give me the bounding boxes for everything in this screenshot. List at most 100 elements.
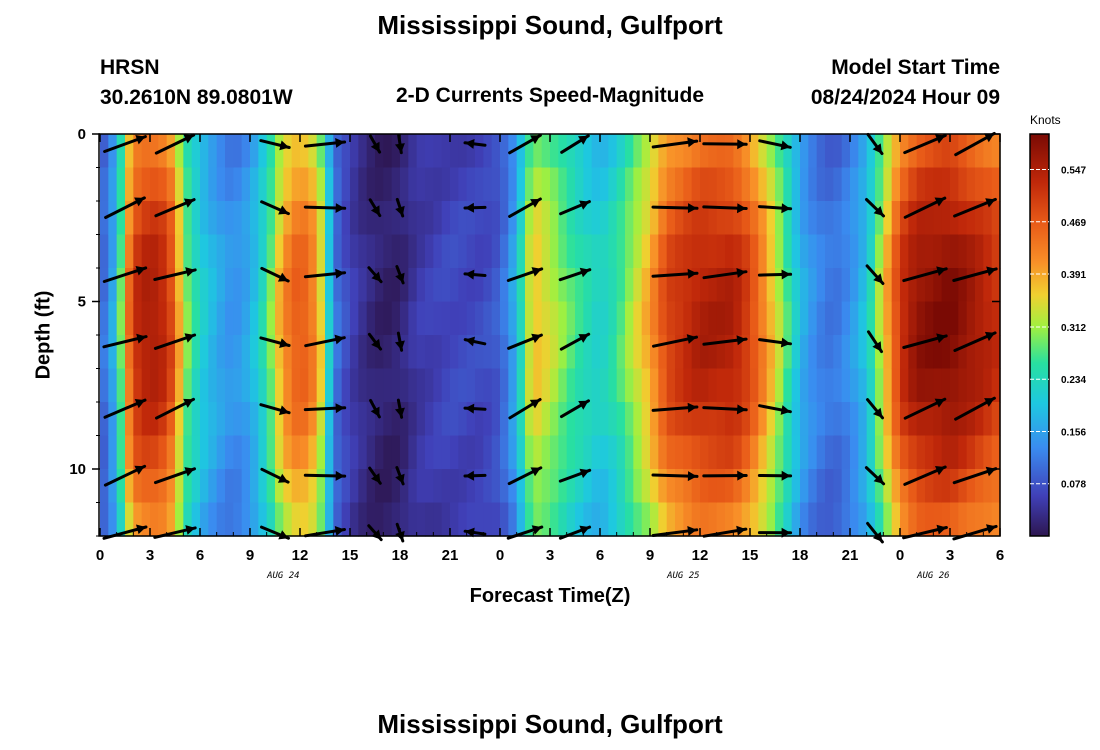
heatmap-cell (608, 335, 618, 370)
heatmap-cell (366, 134, 376, 169)
heatmap-cell (366, 301, 376, 336)
heatmap-cell (150, 167, 159, 202)
heatmap-cell (166, 469, 176, 504)
heatmap-cell (666, 201, 676, 236)
heatmap-cell (316, 502, 326, 537)
heatmap-cell (925, 335, 934, 370)
heatmap-cell (950, 368, 959, 403)
heatmap-cell (858, 301, 868, 336)
heatmap-cell (208, 368, 218, 403)
heatmap-cell (233, 469, 243, 504)
heatmap-cell (666, 402, 676, 437)
heatmap-cell (333, 435, 343, 470)
heatmap-cell (241, 167, 251, 202)
heatmap-cell (550, 268, 559, 303)
heatmap-cell (966, 335, 976, 370)
x-tick-label: 9 (646, 547, 654, 564)
heatmap-cell (908, 368, 918, 403)
heatmap-cell (275, 234, 284, 269)
heatmap-cell (333, 167, 343, 202)
heatmap-cell (891, 301, 901, 336)
heatmap-cell (341, 301, 351, 336)
heatmap-cell (833, 201, 843, 236)
heatmap-cell (533, 167, 543, 202)
heatmap-cell (325, 268, 334, 303)
heatmap-cell (783, 402, 793, 437)
heatmap-cell (450, 301, 459, 336)
heatmap-cell (350, 301, 359, 336)
heatmap-cell (341, 134, 351, 169)
heatmap-cell (441, 368, 451, 403)
heatmap-cell (600, 368, 609, 403)
heatmap-cell (900, 335, 909, 370)
heatmap-cell (508, 469, 518, 504)
heatmap-cell (791, 402, 801, 437)
heatmap-cell (766, 301, 776, 336)
heatmap-cell (866, 134, 876, 169)
heatmap-cell (308, 134, 318, 169)
heatmap-cell (325, 301, 334, 336)
heatmap-cell (441, 435, 451, 470)
heatmap-cell (116, 469, 126, 504)
heatmap-cell (641, 234, 651, 269)
heatmap-cell (641, 435, 651, 470)
current-vector-arrow (103, 398, 147, 419)
heatmap-cell (225, 134, 234, 169)
heatmap-cell (191, 201, 201, 236)
heatmap-cell (925, 234, 934, 269)
heatmap-cell (358, 435, 368, 470)
current-vector-arrow (952, 524, 998, 541)
heatmap-cell (666, 502, 676, 537)
model-start-label: Model Start Time (831, 56, 1000, 79)
current-vector-arrow (954, 131, 996, 157)
heatmap-cell (775, 469, 784, 504)
current-vector-arrow (303, 203, 347, 213)
axes: 0 3 6 9 12 15 18 21 0 3 6 9 12 15 18 21 0 3 6 0 5 10 AUG 24 AUG… (69, 126, 1004, 581)
heatmap-cell (375, 402, 384, 437)
heatmap-cell (291, 268, 301, 303)
heatmap-cell (916, 268, 926, 303)
heatmap-cell (183, 134, 193, 169)
heatmap-cell (925, 134, 934, 169)
heatmap-cell (633, 335, 643, 370)
heatmap-cell (466, 335, 476, 370)
heatmap-cell (791, 368, 801, 403)
heatmap-cell (258, 502, 268, 537)
heatmap-cell (600, 335, 609, 370)
heatmap-cell (533, 402, 543, 437)
heatmap-cell (466, 435, 476, 470)
heatmap-cell (733, 335, 743, 370)
heatmap-cell (358, 134, 368, 169)
heatmap-cell (675, 268, 684, 303)
heatmap-cell (358, 335, 368, 370)
heatmap-cell (141, 167, 151, 202)
heatmap-cell (433, 167, 443, 202)
heatmap-cell (758, 368, 768, 403)
heatmap-cell (700, 402, 709, 437)
heatmap-cell (625, 201, 634, 236)
heatmap-cell (583, 469, 593, 504)
heatmap-cell (750, 435, 759, 470)
heatmap-cell (500, 167, 509, 202)
heatmap-cell (341, 234, 351, 269)
heatmap-cell (283, 201, 293, 236)
heatmap-cell (891, 268, 901, 303)
heatmap-cell (600, 502, 609, 537)
heatmap-cell (975, 268, 984, 303)
current-vector-arrow (953, 197, 997, 218)
heatmap-cell (375, 301, 384, 336)
heatmap-cell (383, 167, 393, 202)
heatmap-cell (675, 301, 684, 336)
heatmap-cell (583, 502, 593, 537)
heatmap-cell (191, 134, 201, 169)
heatmap-cell (350, 268, 359, 303)
heatmap-cell (483, 301, 493, 336)
heatmap-cell (675, 402, 684, 437)
heatmap-cell (658, 502, 668, 537)
heatmap-cell (675, 201, 684, 236)
heatmap-cell (391, 268, 401, 303)
current-vector-arrow (463, 403, 487, 414)
heatmap-cell (475, 234, 484, 269)
heatmap-cell (166, 234, 176, 269)
heatmap-cell (600, 167, 609, 202)
